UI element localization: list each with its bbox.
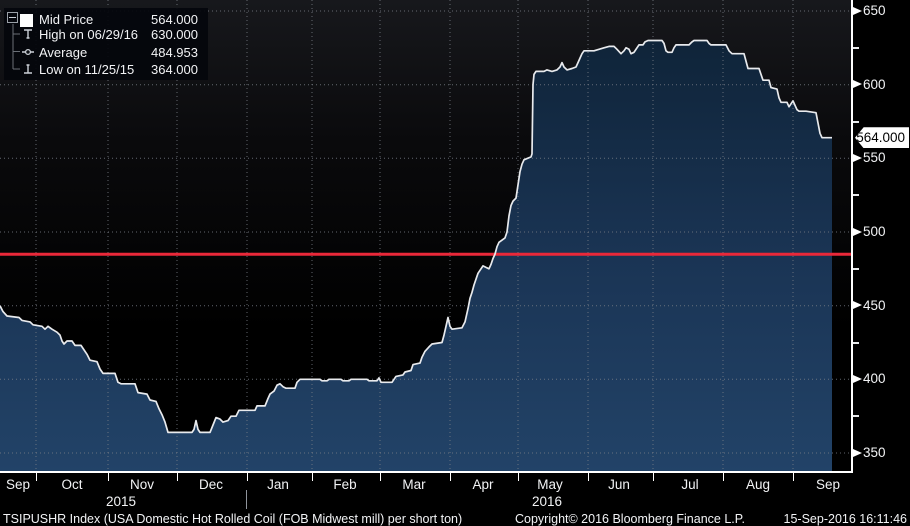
price-axis-minor-tick: [853, 341, 859, 344]
time-axis-month-label: Jun: [608, 477, 630, 492]
price-axis-tick: [853, 448, 862, 457]
year-separator: [246, 490, 247, 510]
time-axis-tick: [177, 473, 178, 481]
legend-row-mid-price[interactable]: Mid Price 564.000: [4, 11, 208, 28]
legend-row-low[interactable]: Low on 11/25/15 364.000: [4, 61, 208, 78]
price-axis-minor-tick: [853, 267, 859, 270]
time-axis-tick: [380, 473, 381, 481]
price-axis-label: 350: [863, 445, 886, 460]
high-marker-icon: [24, 29, 32, 39]
price-axis: 350 400 450 500 550 600 650: [853, 0, 910, 473]
legend-row-high[interactable]: High on 06/29/16 630.000: [4, 26, 208, 43]
mid-price-square-marker-icon: [20, 14, 33, 27]
time-axis-month-label: May: [537, 477, 563, 492]
time-axis-month-label: Mar: [402, 477, 426, 492]
time-axis-month-label: Oct: [61, 477, 83, 492]
time-axis-month-label: Nov: [129, 477, 155, 492]
legend-value: 564.000: [151, 12, 198, 27]
legend-label: Mid Price: [39, 12, 94, 27]
low-marker-icon: [24, 64, 32, 74]
price-axis-label: 500: [863, 224, 886, 239]
time-axis-tick: [723, 473, 724, 481]
time-axis-month-label: Apr: [472, 477, 494, 492]
legend-value: 484.953: [151, 44, 198, 60]
price-axis-label: 550: [863, 150, 886, 166]
time-axis-month-label: Jul: [681, 477, 699, 492]
price-axis-minor-tick: [853, 120, 859, 123]
price-axis-minor-tick: [853, 46, 859, 49]
legend-row-average[interactable]: Average 484.953: [4, 44, 208, 61]
copyright-notice: Copyright© 2016 Bloomberg Finance L.P.: [515, 512, 745, 526]
legend-tree-lines: [12, 24, 20, 70]
price-axis-label: 450: [863, 297, 886, 313]
footer-bar: TSIPUSHR Index (USA Domestic Hot Rolled …: [0, 509, 910, 526]
average-marker-icon: [22, 48, 34, 55]
chart-legend[interactable]: Mid Price 564.000 High on 06/29/16 630.0…: [4, 8, 208, 80]
price-chart-area[interactable]: [0, 0, 853, 473]
time-axis-tick: [247, 473, 248, 481]
last-price-tag: 564.000: [855, 127, 909, 149]
index-description: TSIPUSHR Index (USA Domestic Hot Rolled …: [3, 512, 463, 526]
time-axis-month-label: Sep: [815, 477, 841, 492]
timestamp: 15-Sep-2016 16:11:46: [783, 512, 907, 526]
time-axis-tick: [518, 473, 519, 481]
time-axis-tick: [588, 473, 589, 481]
time-axis-month-label: Dec: [198, 477, 224, 492]
time-axis-year-label: 2016: [531, 494, 563, 509]
time-axis-year-label: 2015: [105, 494, 137, 509]
price-axis-tick: [853, 227, 862, 236]
price-axis-tick: [853, 6, 862, 15]
price-axis-minor-tick: [853, 415, 859, 418]
price-axis-tick: [853, 301, 862, 310]
legend-collapse-expander-icon[interactable]: [7, 12, 18, 23]
price-axis-tick: [853, 374, 862, 383]
time-axis-month-label: Sep: [5, 477, 31, 492]
price-axis-label: 400: [863, 371, 886, 387]
legend-value: 630.000: [151, 27, 198, 42]
legend-label: Low on 11/25/15: [39, 62, 135, 77]
time-axis-tick: [450, 473, 451, 481]
price-axis-tick: [853, 153, 862, 162]
price-axis-label: 600: [863, 76, 886, 92]
legend-value: 364.000: [151, 62, 198, 77]
price-axis-label: 650: [863, 3, 886, 18]
time-axis-month-label: Aug: [745, 477, 771, 492]
time-axis-tick: [36, 473, 37, 481]
time-axis: Sep Oct Nov Dec Jan Feb Mar Apr May Jun Jul Aug Sep 2…: [0, 473, 910, 511]
legend-label: High on 06/29/16: [39, 27, 139, 42]
price-axis-minor-tick: [853, 194, 859, 197]
time-axis-month-label: Jan: [267, 477, 289, 492]
time-axis-tick: [312, 473, 313, 481]
price-axis-tick: [853, 80, 862, 89]
time-axis-tick: [653, 473, 654, 481]
legend-label: Average: [39, 44, 88, 60]
time-axis-month-label: Feb: [333, 477, 357, 492]
price-chart-svg[interactable]: [0, 0, 853, 473]
time-axis-tick: [108, 473, 109, 481]
time-axis-tick: [793, 473, 794, 481]
